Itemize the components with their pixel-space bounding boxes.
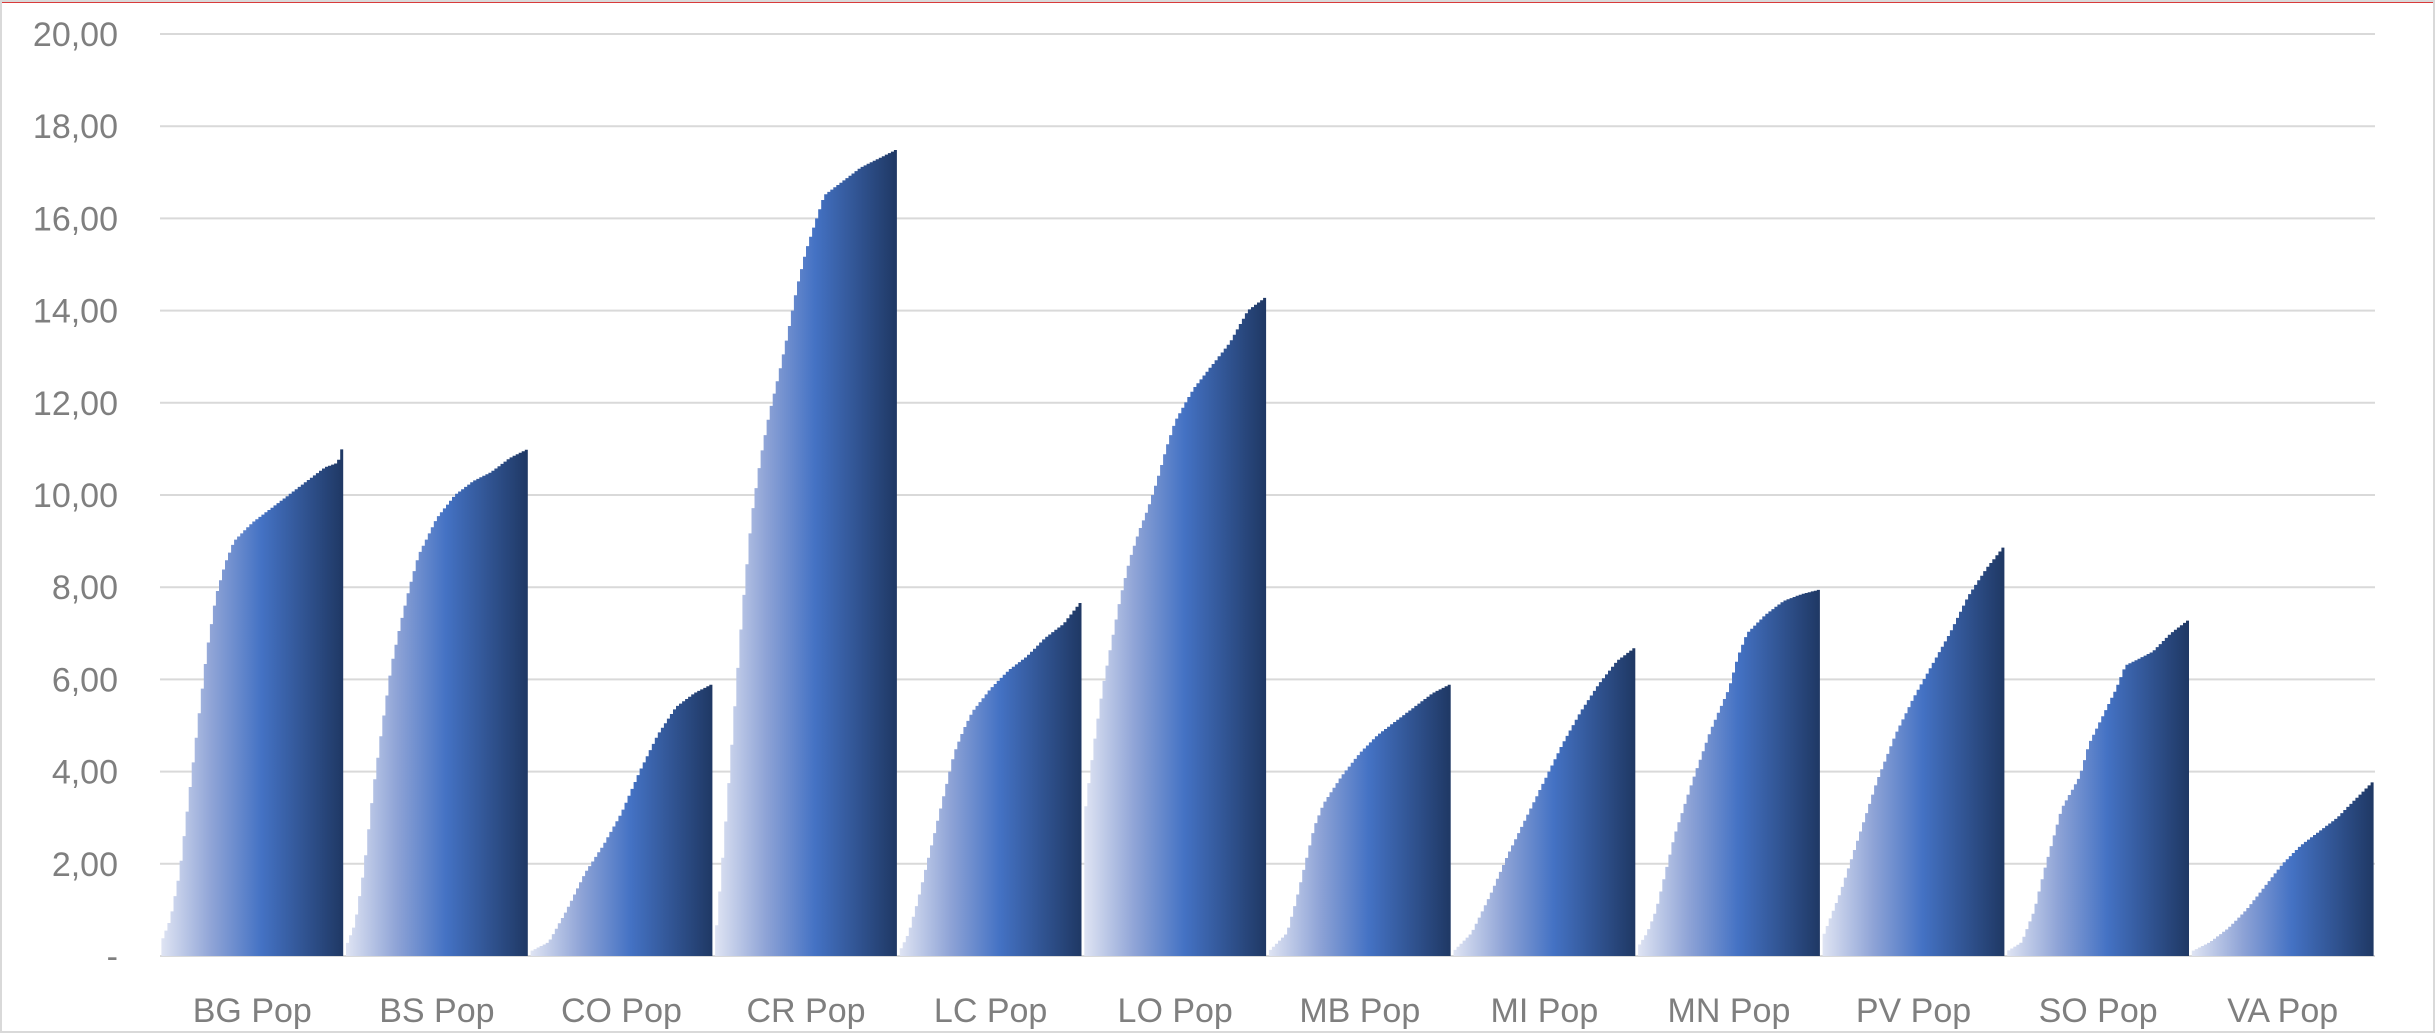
bar-group-mb-pop	[1268, 684, 1451, 956]
x-axis-category-labels: BG Pop BS Pop CO Pop CR Pop LC Pop LO Pop MB P…	[193, 992, 2338, 1030]
y-tick-label: 16,00	[33, 200, 118, 238]
y-tick-label: 14,00	[33, 293, 118, 331]
x-category-label: BG Pop	[193, 992, 312, 1030]
bars	[161, 150, 2374, 956]
y-tick-label: -	[107, 938, 118, 976]
y-tick-label: 2,00	[52, 846, 118, 884]
y-tick-label: 6,00	[52, 661, 118, 699]
y-tick-label: 4,00	[52, 754, 118, 792]
x-category-label: VA Pop	[2227, 992, 2338, 1030]
gridlines	[160, 33, 2375, 957]
bar-group-va-pop	[2191, 782, 2374, 956]
x-category-label: MN Pop	[1668, 992, 1791, 1030]
bar-group-bs-pop	[346, 449, 528, 956]
y-tick-label: 12,00	[33, 385, 118, 423]
y-tick-label: 20,00	[33, 16, 118, 54]
bar-group-mi-pop	[1453, 648, 1636, 956]
x-category-label: LC Pop	[934, 992, 1047, 1030]
bar-group-so-pop	[2007, 620, 2189, 956]
bar-group-co-pop	[530, 684, 713, 956]
bar-group-lc-pop	[899, 603, 1082, 956]
y-axis-tick-labels: - 2,00 4,00 6,00 8,00 10,00 12,00 14,00 16,00 18,…	[33, 16, 118, 976]
bar-group-mn-pop	[1638, 589, 1820, 956]
x-category-label: PV Pop	[1856, 992, 1971, 1030]
x-category-label: MB Pop	[1299, 992, 1420, 1030]
x-category-label: LO Pop	[1118, 992, 1233, 1030]
y-tick-label: 8,00	[52, 569, 118, 607]
x-category-label: CR Pop	[747, 992, 866, 1030]
y-tick-label: 18,00	[33, 108, 118, 146]
x-category-label: SO Pop	[2039, 992, 2158, 1030]
bar-group-cr-pop	[715, 150, 897, 956]
x-category-label: BS Pop	[379, 992, 494, 1030]
bar-group-lo-pop	[1084, 297, 1267, 956]
x-category-label: CO Pop	[561, 992, 682, 1030]
x-category-label: MI Pop	[1491, 992, 1599, 1030]
bar-group-bg-pop	[161, 449, 344, 956]
y-tick-label: 10,00	[33, 477, 118, 515]
bar-group-pv-pop	[1822, 547, 2005, 956]
